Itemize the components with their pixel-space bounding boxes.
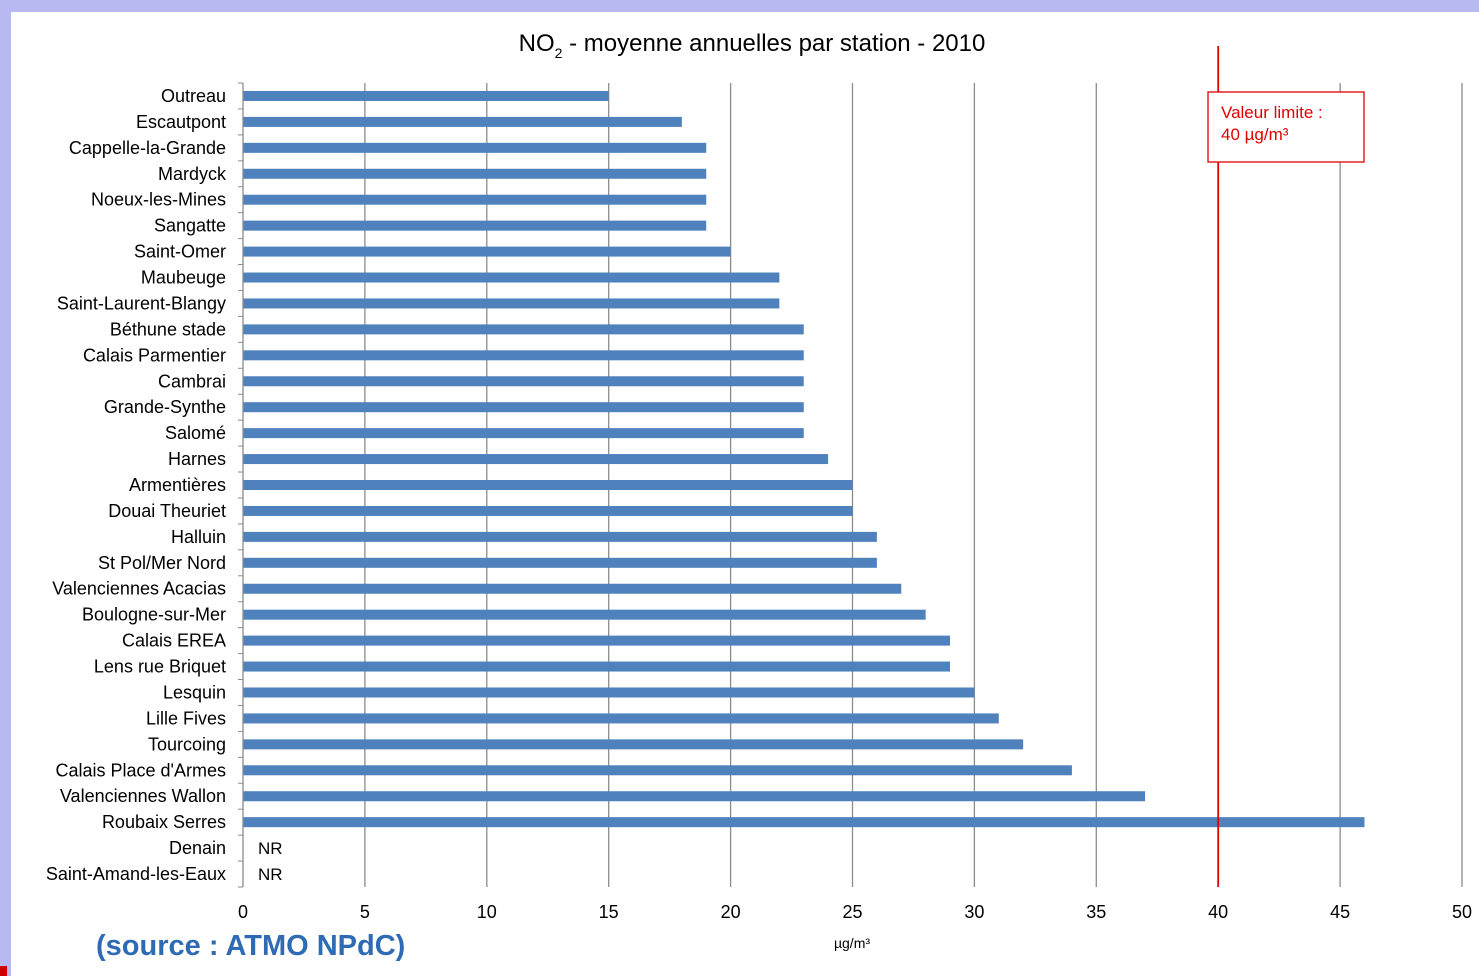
x-tick-label: 15	[599, 902, 619, 922]
bar	[243, 194, 707, 205]
bar	[243, 402, 804, 413]
x-tick-label: 40	[1208, 902, 1228, 922]
chart-title-subscript: 2	[555, 45, 563, 61]
category-label: Mardyck	[158, 164, 227, 184]
bar	[243, 765, 1072, 776]
category-label: Douai Theuriet	[108, 501, 226, 521]
bar	[243, 557, 877, 568]
axes	[238, 82, 244, 888]
bar	[243, 324, 804, 335]
category-label: Béthune stade	[110, 319, 226, 339]
bar	[243, 350, 804, 361]
category-label: Armentières	[129, 475, 226, 495]
x-tick-label: 5	[360, 902, 370, 922]
x-tick-label: 35	[1086, 902, 1106, 922]
category-label: Escautpont	[136, 112, 226, 132]
x-tick-label: 10	[477, 902, 497, 922]
bar	[243, 583, 902, 594]
bar	[243, 454, 829, 465]
x-tick-labels: 0 5 10 15 20 25 30 35 40 45 50	[238, 902, 1472, 922]
limit-label-line2: 40 µg/m³	[1221, 125, 1289, 144]
bar	[243, 713, 999, 724]
chart-title-rest: - moyenne annuelles par station - 2010	[562, 30, 985, 57]
x-tick-label: 25	[842, 902, 862, 922]
category-label: Lesquin	[163, 682, 226, 702]
bar	[243, 142, 707, 153]
window-top-border	[0, 0, 1479, 12]
category-label: Valenciennes Wallon	[60, 786, 226, 806]
limit-label-line1: Valeur limite :	[1221, 103, 1323, 122]
limit-label-box	[1207, 91, 1365, 163]
category-label: St Pol/Mer Nord	[98, 553, 226, 573]
missing-value-label: NR	[258, 839, 283, 858]
category-label: Valenciennes Acacias	[52, 579, 226, 599]
x-axis-label: µg/m³	[834, 935, 870, 951]
category-label: Roubaix Serres	[102, 812, 226, 832]
bar	[243, 531, 877, 542]
category-label: Denain	[169, 838, 226, 858]
limit-annotation: Valeur limite : 40 µg/m³	[1207, 46, 1365, 887]
category-label: Maubeuge	[141, 268, 226, 288]
source-caption: (source : ATMO NPdC)	[96, 930, 406, 962]
category-label: Tourcoing	[148, 734, 226, 754]
category-label: Saint-Laurent-Blangy	[57, 293, 226, 313]
category-label: Harnes	[168, 449, 226, 469]
x-tick-label: 30	[964, 902, 984, 922]
x-tick-label: 50	[1452, 902, 1472, 922]
category-label: Grande-Synthe	[104, 397, 226, 417]
bar	[243, 739, 1024, 750]
x-tick-label: 20	[721, 902, 741, 922]
category-label: Outreau	[161, 86, 226, 106]
category-label: Saint-Omer	[134, 242, 226, 262]
bar	[243, 428, 804, 439]
bar	[243, 220, 707, 231]
category-label: Lille Fives	[146, 708, 226, 728]
category-label: Salomé	[165, 423, 226, 443]
x-tick-label: 45	[1330, 902, 1350, 922]
category-labels: Outreau Escautpont Cappelle-la-Grande Mardy…	[46, 86, 283, 884]
category-label: Saint-Amand-les-Eaux	[46, 864, 226, 884]
bar	[243, 480, 853, 490]
bars	[243, 90, 1365, 828]
bar	[243, 116, 682, 127]
bar	[243, 298, 780, 309]
category-label: Calais Parmentier	[83, 345, 226, 365]
window-left-border	[0, 0, 11, 976]
category-label: Lens rue Briquet	[94, 657, 226, 677]
bar	[243, 505, 853, 516]
bar	[243, 791, 1146, 802]
bar	[243, 272, 780, 283]
category-label: Sangatte	[154, 216, 226, 236]
category-label: Calais Place d'Armes	[56, 760, 227, 780]
chart-title: NO2 - moyenne annuelles par station - 20…	[519, 30, 986, 61]
bar	[243, 90, 609, 101]
chart-title-main: NO	[519, 30, 555, 57]
bar	[243, 687, 975, 698]
missing-value-label: NR	[258, 865, 283, 884]
bar	[243, 246, 731, 257]
bar	[243, 609, 926, 620]
bar	[243, 661, 951, 672]
category-label: Halluin	[171, 527, 226, 547]
x-tick-label: 0	[238, 902, 248, 922]
bar	[243, 376, 804, 387]
bar	[243, 635, 951, 646]
category-label: Boulogne-sur-Mer	[82, 605, 226, 625]
category-label: Calais EREA	[122, 631, 226, 651]
corner-accent	[0, 966, 7, 976]
bar	[243, 168, 707, 179]
bar	[243, 817, 1365, 828]
category-label: Cappelle-la-Grande	[69, 138, 226, 158]
category-label: Noeux-les-Mines	[91, 190, 226, 210]
category-label: Cambrai	[158, 371, 226, 391]
